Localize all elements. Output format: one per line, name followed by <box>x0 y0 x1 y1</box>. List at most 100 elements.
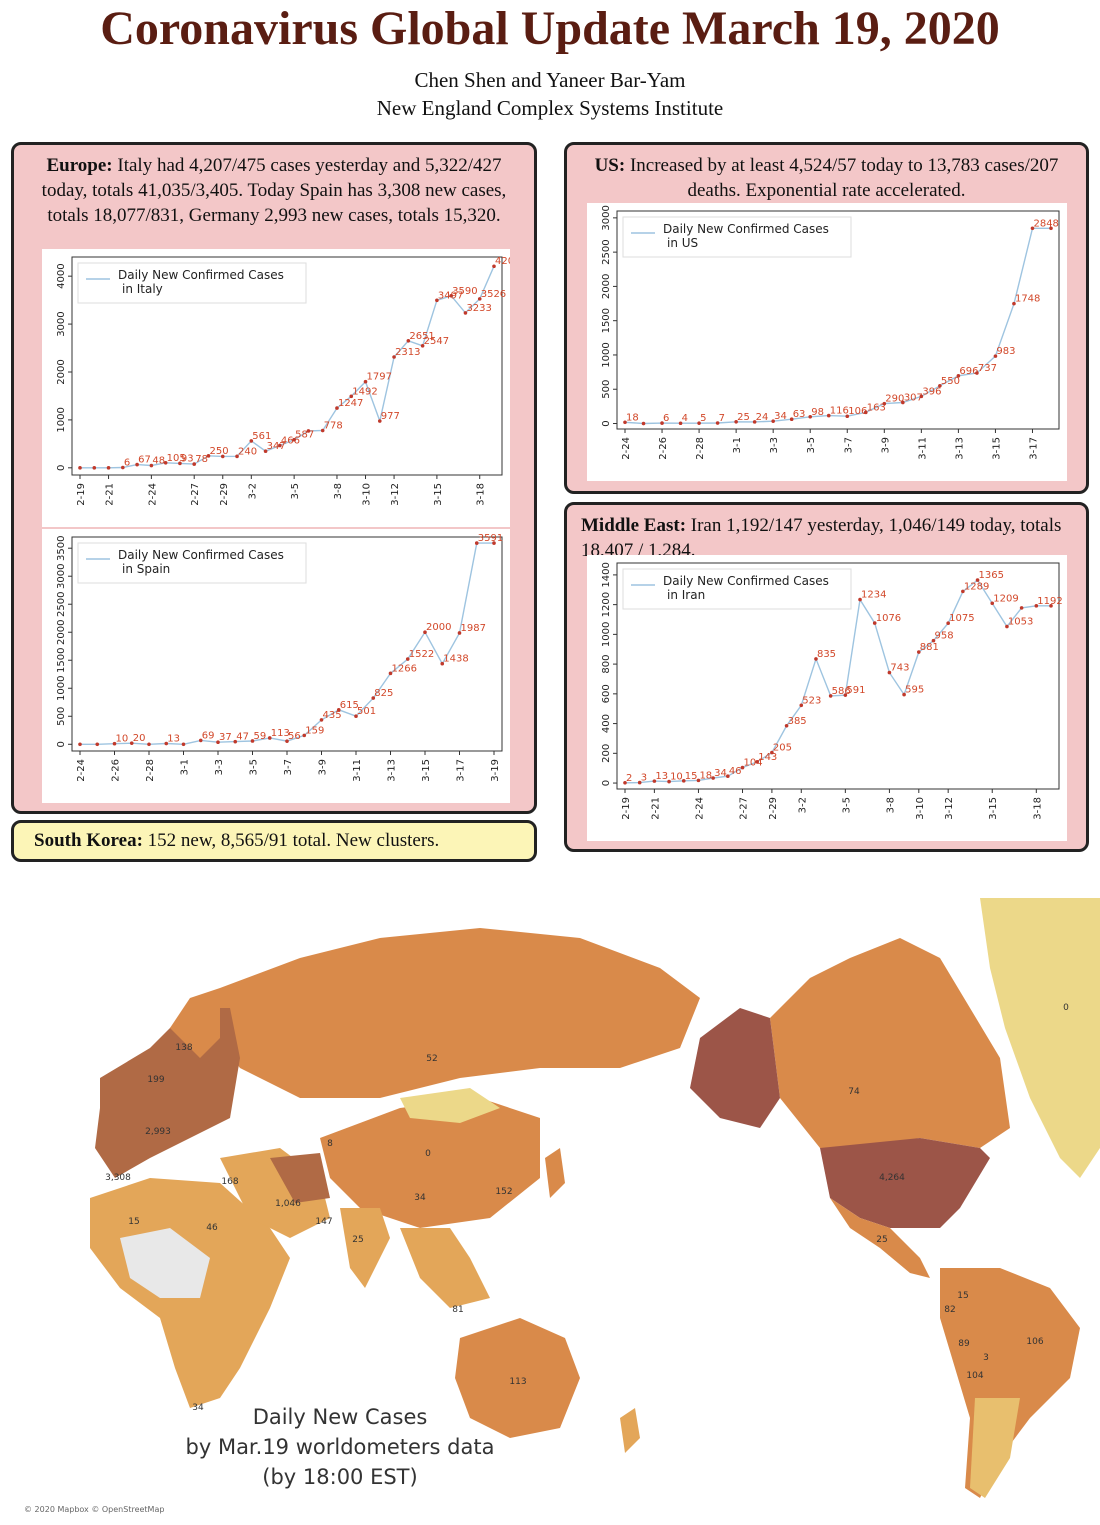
iran-point <box>887 670 892 675</box>
us-legend-line2: in US <box>667 236 698 250</box>
iran-point <box>931 638 936 643</box>
iran-xtick-label: 3-18 <box>1032 797 1043 820</box>
us-data-label: 24 <box>756 412 769 423</box>
us-data-label: 696 <box>959 366 978 377</box>
iran-point <box>755 759 760 764</box>
spain-ytick-label: 2500 <box>56 591 67 616</box>
iran-data-label: 143 <box>758 752 777 763</box>
spain-point <box>285 739 289 743</box>
us-point <box>623 420 627 425</box>
us-point <box>808 414 813 419</box>
us-xtick-label: 2-24 <box>621 437 632 460</box>
us-heading: US: <box>594 155 626 176</box>
middle-east-panel: Middle East: Iran 1,192/147 yesterday, 1… <box>564 502 1089 852</box>
italy-data-label: 347 <box>267 441 286 452</box>
map-label-korea: 152 <box>495 1187 512 1197</box>
italy-point <box>278 443 282 448</box>
italy-point <box>292 437 296 442</box>
iran-data-label: 15 <box>685 771 698 782</box>
spain-point <box>164 741 169 746</box>
italy-legend-line1: Daily New Confirmed Cases <box>118 268 284 282</box>
iran-data-label: 1053 <box>1008 616 1033 627</box>
italy-point <box>163 460 168 465</box>
map-label-china: 34 <box>414 1193 426 1203</box>
iran-data-label: 595 <box>905 685 924 696</box>
map-label-australia: 113 <box>509 1377 526 1387</box>
spain-xtick-label: 3-15 <box>421 759 432 782</box>
us-point <box>641 421 646 426</box>
us-xtick-label: 3-13 <box>954 437 965 460</box>
us-xtick-label: 2-26 <box>658 437 669 460</box>
italy-point <box>178 461 182 466</box>
spain-data-label: 10 <box>116 734 129 745</box>
iran-point <box>784 724 789 728</box>
southeast-asia-shape <box>400 1228 490 1308</box>
spain-point <box>181 742 186 747</box>
iran-xtick-label: 3-2 <box>797 797 808 813</box>
iran-data-label: 1234 <box>861 590 886 601</box>
us-point <box>901 400 905 405</box>
map-label-norway: 138 <box>175 1043 192 1053</box>
map-label-indonesia: 81 <box>452 1305 463 1315</box>
spain-data-label: 3591 <box>478 533 503 544</box>
us-text: US: Increased by at least 4,524/57 today… <box>567 145 1086 203</box>
spain-point <box>388 671 393 676</box>
spain-xtick-label: 3-5 <box>249 759 260 775</box>
us-data-label: 290 <box>885 394 904 405</box>
spain-point <box>336 708 341 712</box>
iran-legend-box <box>622 568 852 610</box>
map-label-spain: 3,308 <box>105 1173 131 1183</box>
iran-point <box>740 765 745 770</box>
iran-data-label: 104 <box>744 758 763 769</box>
spain-point <box>147 742 151 747</box>
iran-point <box>681 779 686 783</box>
italy-xtick-label: 3-5 <box>290 483 301 499</box>
italy-point <box>192 462 197 466</box>
italy-point <box>449 294 453 298</box>
iran-data-label: 1076 <box>876 613 901 624</box>
iran-point <box>961 589 965 594</box>
spain-xtick-label: 3-9 <box>318 759 329 775</box>
us-point <box>993 354 998 358</box>
iran-point <box>946 621 950 626</box>
us-point <box>956 374 961 378</box>
us-data-label: 737 <box>978 363 997 374</box>
india-shape <box>340 1208 390 1288</box>
us-chart: 0 500 1000 1500 2000 2500 3000 2-24 2-26 2-28 3-1 3… <box>587 203 1067 481</box>
iran-data-label: 523 <box>802 695 821 706</box>
italy-data-label: 67 <box>138 455 151 466</box>
map-label-pakistan: 147 <box>315 1217 332 1227</box>
map-caption-line3: (by 18:00 EST) <box>262 1465 417 1489</box>
italy-point <box>135 462 139 467</box>
iran-xtick-label: 2-29 <box>768 797 779 820</box>
italy-ytick-label: 3000 <box>56 311 67 336</box>
italy-xtick-label: 2-27 <box>190 483 201 506</box>
italy-data-label: 977 <box>381 411 400 422</box>
spain-ytick-label: 500 <box>56 707 67 726</box>
author-names: Chen Shen and Yaneer Bar-Yam <box>414 68 686 92</box>
russia-shape <box>210 928 700 1098</box>
italy-point <box>121 465 125 470</box>
spain-point <box>474 541 479 545</box>
us-data-label: 34 <box>774 411 787 422</box>
spain-data-label: 56 <box>288 731 301 742</box>
us-data-label: 63 <box>793 409 806 420</box>
spain-xtick-label: 2-24 <box>76 759 87 782</box>
us-point <box>1012 301 1016 306</box>
italy-point <box>406 338 411 343</box>
us-data-label: 7 <box>719 413 725 424</box>
map-label-iran: 1,046 <box>275 1199 301 1209</box>
europe-heading: Europe: <box>46 155 113 176</box>
map-labels: 4,264 74 52 34 113 106 1,046 2,993 3,308 25 89 104 0… <box>105 1003 1069 1413</box>
spain-point <box>440 661 445 666</box>
iran-data-label: 385 <box>788 716 807 727</box>
spain-point <box>250 739 255 743</box>
iran-point <box>1049 604 1053 608</box>
iran-point <box>858 597 862 602</box>
spain-point <box>319 718 324 722</box>
australia-shape <box>455 1318 580 1438</box>
italy-xtick-label: 2-29 <box>219 483 230 506</box>
italy-point <box>463 311 468 315</box>
spain-xtick-label: 3-19 <box>490 759 501 782</box>
iran-point <box>828 694 833 698</box>
